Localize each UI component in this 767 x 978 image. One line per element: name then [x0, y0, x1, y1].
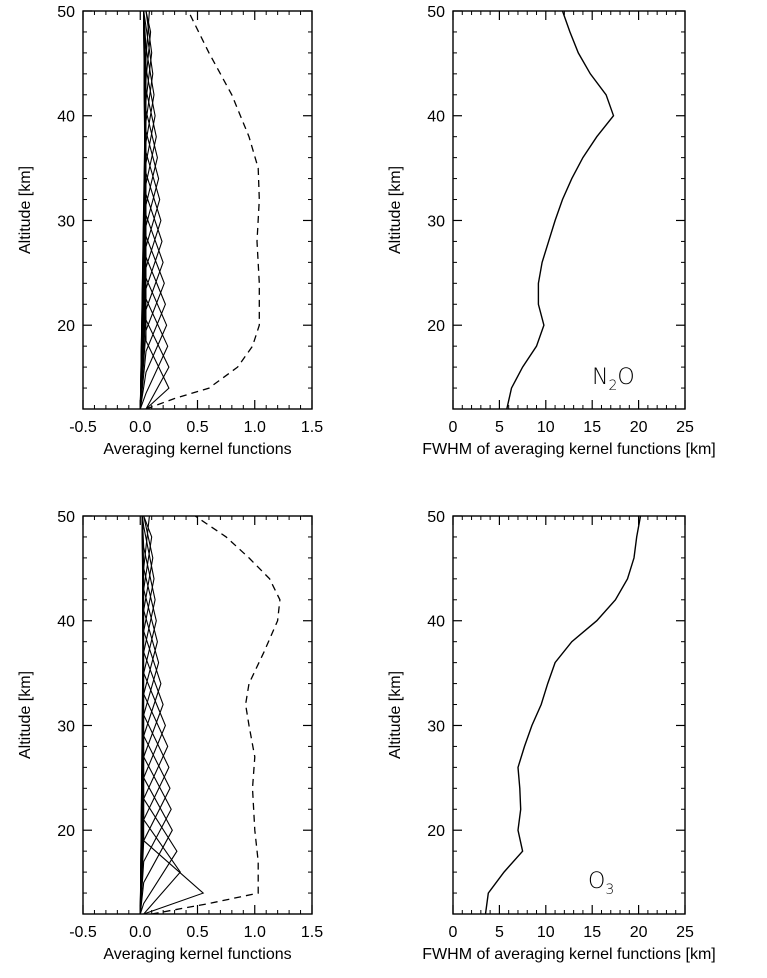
data-layer: [506, 11, 615, 409]
y-tick-label: 40: [57, 109, 75, 126]
y-tick-label: 30: [427, 718, 445, 735]
x-axis-title: FWHM of averaging kernel functions [km]: [422, 441, 715, 458]
plot-frame: [452, 515, 686, 915]
plot-frame: [452, 10, 686, 410]
x-tick-label: 10: [537, 419, 555, 436]
plot-frame: [82, 10, 313, 410]
x-tick-label: 10: [537, 924, 555, 941]
y-tick-label: 20: [57, 318, 75, 335]
species-label: N2O: [592, 365, 635, 394]
x-tick-label: 25: [676, 419, 694, 436]
x-tick-label: 0: [449, 419, 458, 436]
y-tick-label: 40: [427, 109, 445, 126]
kernel-line: [139, 11, 150, 409]
kernel-sum-dashed-line: [145, 11, 260, 409]
chart-panel-n2o-fwhm: 0 5 10 15 20 25 20 30 40 50 FWHM of averaging kern…: [387, 4, 716, 458]
x-tick-label: 1.0: [244, 419, 266, 436]
data-layer: [139, 11, 260, 409]
x-tick-label: 0.0: [129, 419, 151, 436]
kernel-sum-dashed-line: [151, 516, 281, 914]
y-tick-label: 30: [57, 718, 75, 735]
x-tick-label: 20: [630, 419, 648, 436]
y-axis-title: Altitude [km]: [387, 671, 404, 759]
x-tick-label: 20: [630, 924, 648, 941]
y-axis-title: Altitude [km]: [17, 166, 34, 254]
kernel-line: [139, 516, 171, 914]
species-label: O3: [588, 869, 614, 898]
chart-panel-o3-ak: -0.5 0.0 0.5 1.0 1.5 20 30 40 50 Averaging kernel…: [17, 509, 323, 963]
y-tick-label: 50: [427, 509, 445, 526]
x-tick-label: 15: [583, 419, 601, 436]
y-tick-label: 30: [427, 213, 445, 230]
plot-frame: [82, 515, 313, 915]
chart-panel-o3-fwhm: 0 5 10 15 20 25 20 30 40 50 FWHM of averaging kern…: [387, 509, 716, 963]
chart-panel-n2o-ak: -0.5 0.0 0.5 1.0 1.5 20 30 40 50 Averaging kernel…: [17, 4, 323, 458]
x-tick-label: 1.0: [244, 924, 266, 941]
x-tick-label: -0.5: [69, 419, 97, 436]
x-axis-title: Averaging kernel functions: [103, 441, 291, 458]
x-axis-title: FWHM of averaging kernel functions [km]: [422, 946, 715, 963]
x-tick-label: 1.5: [301, 419, 323, 436]
x-tick-label: -0.5: [69, 924, 97, 941]
y-tick-label: 50: [57, 4, 75, 21]
fwhm-line: [484, 516, 642, 914]
y-tick-label: 40: [427, 614, 445, 631]
y-tick-label: 20: [427, 823, 445, 840]
x-tick-label: 0.5: [186, 419, 208, 436]
kernel-line: [139, 516, 150, 914]
fwhm-line: [506, 11, 615, 409]
x-tick-label: 0.0: [129, 924, 151, 941]
x-tick-label: 1.5: [301, 924, 323, 941]
data-layer: [139, 516, 281, 914]
kernel-line: [139, 516, 169, 914]
y-tick-label: 30: [57, 213, 75, 230]
x-tick-label: 5: [495, 924, 504, 941]
x-tick-label: 0.5: [186, 924, 208, 941]
x-tick-label: 15: [583, 924, 601, 941]
y-tick-label: 40: [57, 614, 75, 631]
y-tick-label: 20: [427, 318, 445, 335]
data-layer: [484, 516, 642, 914]
x-tick-label: 5: [495, 419, 504, 436]
y-axis-title: Altitude [km]: [17, 671, 34, 759]
y-tick-label: 50: [57, 509, 75, 526]
x-tick-label: 25: [676, 924, 694, 941]
y-tick-label: 50: [427, 4, 445, 21]
y-axis-title: Altitude [km]: [387, 166, 404, 254]
x-tick-label: 0: [449, 924, 458, 941]
kernel-line: [139, 516, 170, 914]
y-tick-label: 20: [57, 823, 75, 840]
x-axis-title: Averaging kernel functions: [103, 946, 291, 963]
